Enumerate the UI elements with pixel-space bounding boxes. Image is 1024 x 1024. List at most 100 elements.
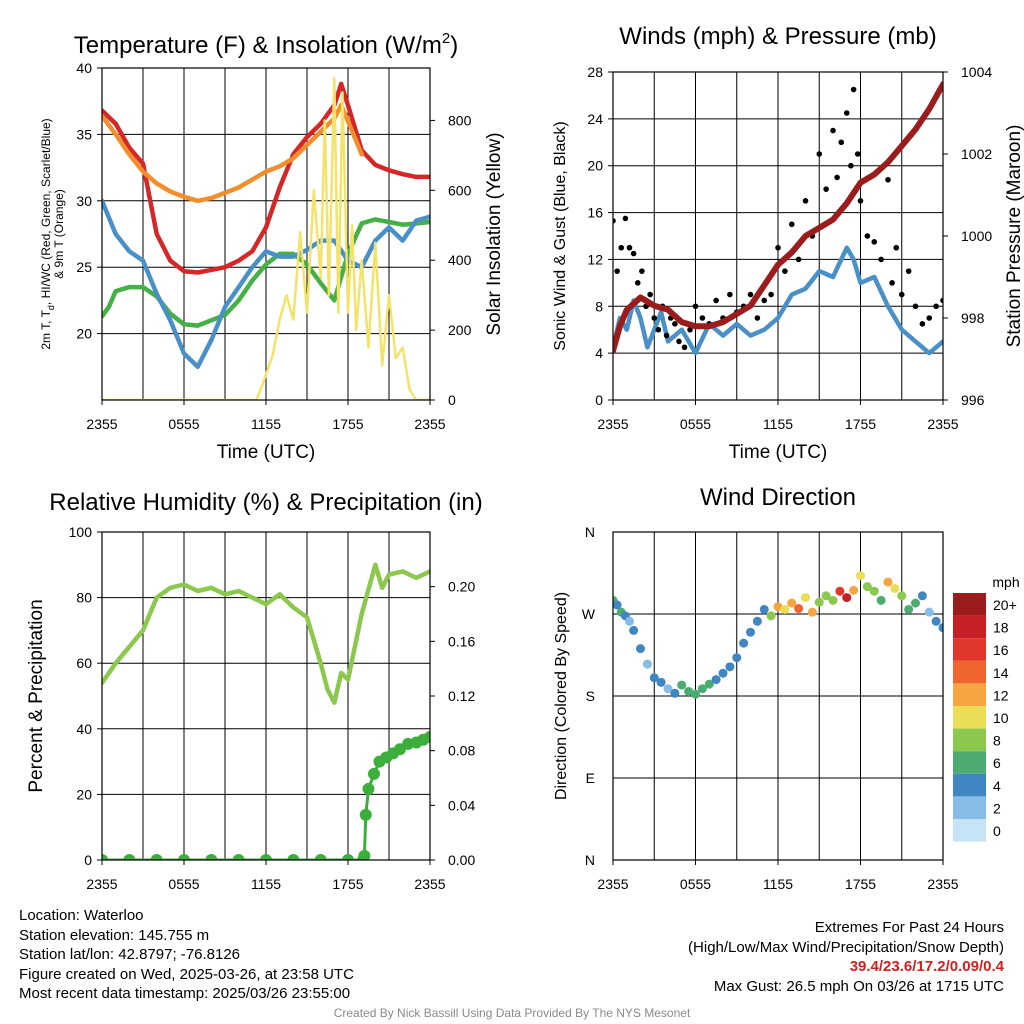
y-tick-label: N [585, 852, 595, 868]
x-tick-label: 0555 [168, 876, 199, 892]
gust-point [630, 250, 637, 257]
x-tick-label: 1755 [332, 876, 363, 892]
y-tick-label: 12 [587, 251, 603, 267]
series-line-station-pressure [613, 81, 943, 354]
gust-point [905, 268, 912, 274]
x-tick-label: 0555 [680, 416, 711, 432]
gust-point [838, 139, 845, 146]
created-text: Figure created on Wed, 2025-03-26, at 23… [19, 965, 354, 983]
y2-tick-label: 0.16 [448, 633, 475, 649]
series-line-sonic-wind [613, 245, 943, 356]
y2-tick-label: 996 [961, 392, 985, 408]
dir-ylabel-left: Direction (Colored By Speed) [553, 592, 570, 800]
y2-tick-label: 1000 [961, 228, 992, 244]
series-line-2m-t [102, 81, 430, 275]
colorbar-swatch [953, 751, 986, 774]
direction-point [814, 597, 824, 607]
gust-point [692, 303, 699, 310]
precip-marker [150, 854, 163, 860]
rh-title: Relative Humidity (%) & Precipitation (i… [49, 489, 482, 516]
y2-tick-label: 0.20 [448, 579, 475, 595]
recent-text: Most recent data timestamp: 2025/03/26 2… [19, 985, 351, 1002]
direction-point [629, 625, 639, 635]
gust-point [816, 151, 823, 157]
location-text: Location: Waterloo [19, 907, 144, 924]
gust-point [912, 303, 919, 310]
precip-marker [232, 854, 245, 860]
direction-point [691, 689, 700, 699]
colorbar-swatch [953, 796, 986, 819]
series-line-td [102, 217, 430, 328]
extremes-values: 39.4/23.6/17.2/0.09/0.4 [849, 958, 1004, 975]
colorbar-swatch [953, 773, 986, 797]
x-tick-label: 1155 [763, 876, 793, 892]
gust-point [898, 291, 905, 298]
series-line-relative-humidity [102, 562, 430, 705]
precip-marker [358, 849, 371, 860]
precip-marker [362, 782, 375, 795]
colorbar-swatch [953, 660, 986, 684]
precip-marker [102, 854, 108, 860]
x-tick-label: 1155 [763, 416, 793, 432]
gust-point [655, 326, 662, 333]
gust-point [823, 186, 829, 192]
gust-point [754, 315, 761, 321]
y-tick-label: 80 [76, 590, 92, 606]
gust-point [788, 221, 795, 228]
direction-point [625, 616, 634, 626]
gust-point [878, 256, 884, 263]
colorbar-label: 4 [993, 778, 1001, 794]
direction-point [849, 585, 859, 595]
direction-point [613, 600, 622, 610]
gust-point [768, 291, 774, 298]
y-tick-label: 60 [76, 655, 92, 671]
wind-title: Winds (mph) & Pressure (mb) [619, 23, 936, 50]
y-tick-label: 0 [595, 392, 603, 408]
y2-tick-label: 0.12 [448, 688, 475, 704]
station-info: Location: Waterloo Station elevation: 14… [19, 906, 354, 1004]
x-tick-label: 2355 [597, 416, 628, 432]
wind-ylabel-left: Sonic Wind & Gust (Blue, Black) [552, 121, 569, 350]
gust-point [639, 268, 645, 274]
colorbar-swatch [953, 593, 986, 616]
gust-point [681, 344, 688, 351]
gust-point [622, 215, 629, 222]
y-tick-label: 40 [76, 721, 92, 737]
x-tick-label: 2355 [597, 876, 628, 892]
direction-point [711, 675, 721, 685]
direction-point [917, 591, 927, 601]
x-tick-label: 2355 [927, 876, 958, 892]
x-tick-label: 1755 [332, 416, 363, 432]
gust-point [647, 291, 653, 298]
gust-point [871, 239, 878, 245]
x-tick-label: 2355 [414, 876, 445, 892]
y-tick-label: 0 [84, 852, 92, 868]
series-group [102, 77, 430, 400]
precip-marker [367, 767, 380, 780]
direction-point [787, 598, 797, 608]
direction-point [911, 598, 920, 608]
gust-point [843, 110, 850, 116]
gust-point [699, 315, 706, 321]
x-tick-label: 1755 [845, 876, 876, 892]
temp-xlabel: Time (UTC) [217, 442, 316, 463]
direction-point [697, 684, 707, 694]
gust-point [864, 233, 871, 239]
plot-frame [612, 531, 944, 861]
y-tick-label: 35 [76, 126, 92, 142]
gust-point [626, 244, 633, 251]
colorbar-label: 2 [993, 800, 1001, 816]
colorbar-label: 6 [993, 755, 1001, 771]
temp-ylabel-right: Solar Insolation (Yellow) [484, 132, 505, 335]
series-group [102, 562, 430, 860]
gust-point [687, 326, 693, 333]
direction-point [663, 684, 673, 694]
direction-point [883, 577, 893, 587]
colorbar-swatch [953, 683, 986, 706]
gust-point [893, 244, 900, 251]
gust-point [782, 268, 788, 274]
direction-point [904, 604, 914, 614]
gust-point [747, 291, 754, 298]
